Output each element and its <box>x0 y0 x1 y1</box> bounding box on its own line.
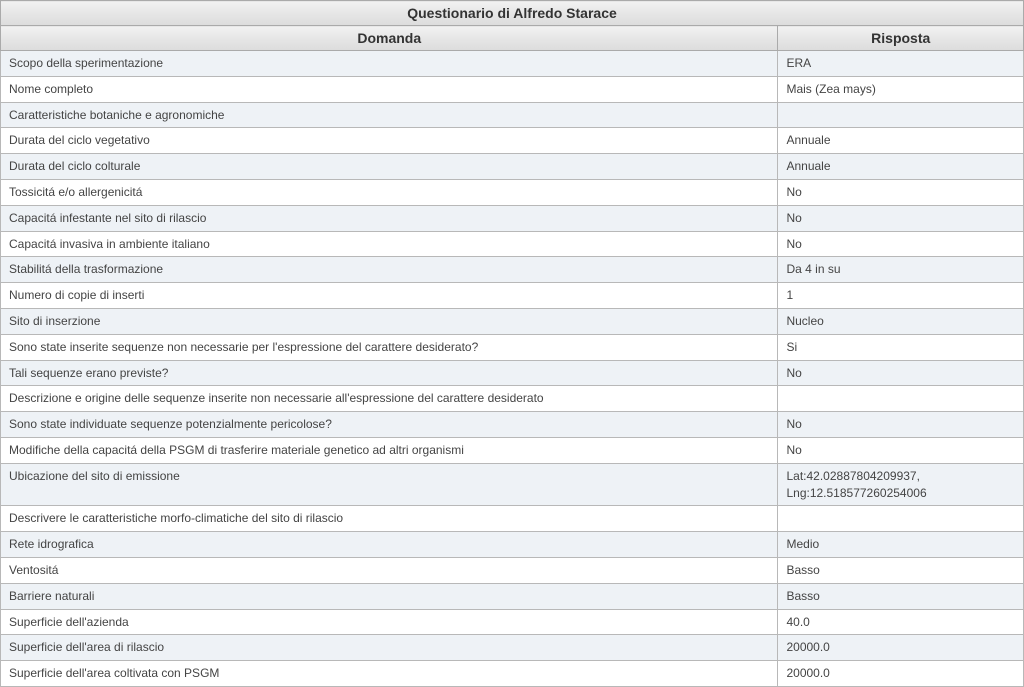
cell-risposta: 20000.0 <box>778 635 1024 661</box>
cell-domanda: Caratteristiche botaniche e agronomiche <box>1 102 778 128</box>
cell-risposta <box>778 386 1024 412</box>
table-row: Caratteristiche botaniche e agronomiche <box>1 102 1024 128</box>
table-row: VentositáBasso <box>1 557 1024 583</box>
cell-domanda: Scopo della sperimentazione <box>1 51 778 77</box>
cell-risposta <box>778 102 1024 128</box>
cell-risposta: Mais (Zea mays) <box>778 76 1024 102</box>
cell-domanda: Durata del ciclo colturale <box>1 154 778 180</box>
cell-domanda: Descrizione e origine delle sequenze ins… <box>1 386 778 412</box>
cell-domanda: Ubicazione del sito di emissione <box>1 463 778 506</box>
table-row: Sito di inserzioneNucleo <box>1 308 1024 334</box>
cell-domanda: Superficie dell'area coltivata con PSGM <box>1 661 778 687</box>
table-row: Modifiche della capacitá della PSGM di t… <box>1 437 1024 463</box>
cell-risposta: Basso <box>778 557 1024 583</box>
cell-risposta: Medio <box>778 532 1024 558</box>
cell-domanda: Durata del ciclo vegetativo <box>1 128 778 154</box>
table-row: Durata del ciclo vegetativoAnnuale <box>1 128 1024 154</box>
questionnaire-table: Questionario di Alfredo Starace Domanda … <box>0 0 1024 687</box>
table-row: Descrivere le caratteristiche morfo-clim… <box>1 506 1024 532</box>
cell-domanda: Capacitá infestante nel sito di rilascio <box>1 205 778 231</box>
col-header-domanda: Domanda <box>1 26 778 51</box>
table-row: Sono state inserite sequenze non necessa… <box>1 334 1024 360</box>
table-row: Capacitá infestante nel sito di rilascio… <box>1 205 1024 231</box>
cell-risposta: No <box>778 437 1024 463</box>
table-row: Descrizione e origine delle sequenze ins… <box>1 386 1024 412</box>
table-row: Tossicitá e/o allergenicitáNo <box>1 179 1024 205</box>
cell-domanda: Sono state inserite sequenze non necessa… <box>1 334 778 360</box>
cell-domanda: Stabilitá della trasformazione <box>1 257 778 283</box>
cell-domanda: Rete idrografica <box>1 532 778 558</box>
table-row: Superficie dell'area coltivata con PSGM2… <box>1 661 1024 687</box>
cell-domanda: Sono state individuate sequenze potenzia… <box>1 412 778 438</box>
table-row: Rete idrograficaMedio <box>1 532 1024 558</box>
cell-domanda: Superficie dell'azienda <box>1 609 778 635</box>
cell-domanda: Superficie dell'area di rilascio <box>1 635 778 661</box>
cell-risposta: Annuale <box>778 128 1024 154</box>
table-row: Numero di copie di inserti1 <box>1 283 1024 309</box>
table-row: Barriere naturaliBasso <box>1 583 1024 609</box>
cell-domanda: Ventositá <box>1 557 778 583</box>
table-row: Capacitá invasiva in ambiente italianoNo <box>1 231 1024 257</box>
table-row: Superficie dell'azienda40.0 <box>1 609 1024 635</box>
table-row: Superficie dell'area di rilascio20000.0 <box>1 635 1024 661</box>
cell-risposta <box>778 506 1024 532</box>
table-title: Questionario di Alfredo Starace <box>1 1 1024 26</box>
cell-risposta: No <box>778 231 1024 257</box>
cell-risposta: Da 4 in su <box>778 257 1024 283</box>
table-row: Sono state individuate sequenze potenzia… <box>1 412 1024 438</box>
cell-domanda: Numero di copie di inserti <box>1 283 778 309</box>
cell-risposta: 40.0 <box>778 609 1024 635</box>
cell-domanda: Tali sequenze erano previste? <box>1 360 778 386</box>
table-row: Nome completoMais (Zea mays) <box>1 76 1024 102</box>
table-row: Tali sequenze erano previste?No <box>1 360 1024 386</box>
cell-domanda: Capacitá invasiva in ambiente italiano <box>1 231 778 257</box>
cell-domanda: Tossicitá e/o allergenicitá <box>1 179 778 205</box>
cell-risposta: No <box>778 179 1024 205</box>
table-row: Stabilitá della trasformazioneDa 4 in su <box>1 257 1024 283</box>
cell-domanda: Modifiche della capacitá della PSGM di t… <box>1 437 778 463</box>
cell-risposta: ERA <box>778 51 1024 77</box>
cell-risposta: No <box>778 205 1024 231</box>
table-row: Scopo della sperimentazioneERA <box>1 51 1024 77</box>
table-row: Durata del ciclo colturaleAnnuale <box>1 154 1024 180</box>
cell-domanda: Sito di inserzione <box>1 308 778 334</box>
cell-domanda: Nome completo <box>1 76 778 102</box>
cell-risposta: 20000.0 <box>778 661 1024 687</box>
cell-risposta: No <box>778 412 1024 438</box>
table-row: Ubicazione del sito di emissioneLat:42.0… <box>1 463 1024 506</box>
cell-risposta: Nucleo <box>778 308 1024 334</box>
col-header-risposta: Risposta <box>778 26 1024 51</box>
cell-risposta: Basso <box>778 583 1024 609</box>
cell-domanda: Descrivere le caratteristiche morfo-clim… <box>1 506 778 532</box>
cell-risposta: Annuale <box>778 154 1024 180</box>
cell-risposta: No <box>778 360 1024 386</box>
cell-risposta: Si <box>778 334 1024 360</box>
cell-risposta: 1 <box>778 283 1024 309</box>
cell-domanda: Barriere naturali <box>1 583 778 609</box>
cell-risposta: Lat:42.02887804209937, Lng:12.5185772602… <box>778 463 1024 506</box>
